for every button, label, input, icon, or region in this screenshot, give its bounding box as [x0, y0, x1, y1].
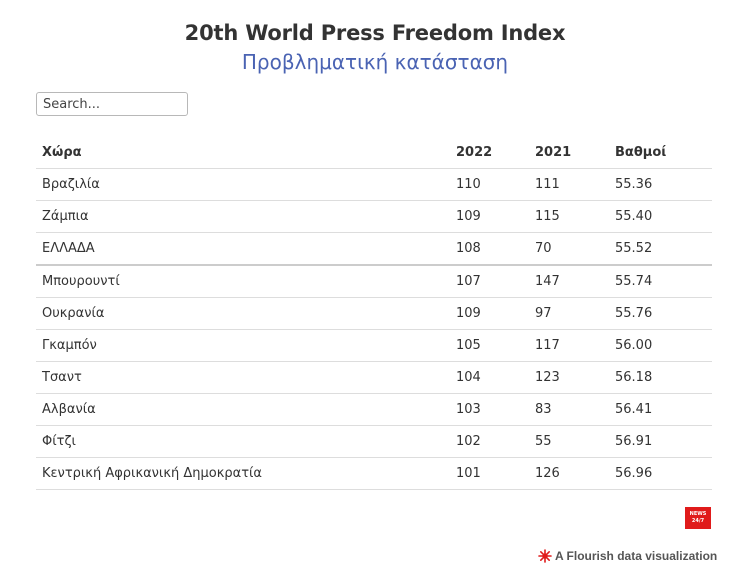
table-cell-score: 56.96: [609, 457, 712, 490]
table-cell-2021: 117: [529, 329, 609, 362]
table-cell-country: Μπουρουντί: [36, 265, 450, 298]
table-cell-2022: 108: [450, 232, 529, 266]
table-cell-2021: 70: [529, 232, 609, 266]
news247-logo: NEWS 24/7: [685, 507, 711, 529]
table-cell-2022: 104: [450, 361, 529, 394]
table-cell-2021: 115: [529, 200, 609, 233]
table-row: Φίτζι 102 55 56.91: [36, 425, 712, 458]
table-cell-2022: 110: [450, 168, 529, 201]
table-cell-score: 55.74: [609, 265, 712, 298]
table-row: Τσαντ 104 123 56.18: [36, 361, 712, 394]
table-cell-country: Γκαμπόν: [36, 329, 450, 362]
search-input[interactable]: [36, 92, 188, 116]
table-cell-country: Ουκρανία: [36, 297, 450, 330]
header: 20th World Press Freedom Index Προβληματ…: [0, 18, 750, 76]
table-cell-score: 56.00: [609, 329, 712, 362]
flourish-icon: [538, 549, 552, 563]
table-cell-score: 56.18: [609, 361, 712, 394]
table-cell-2022: 107: [450, 265, 529, 298]
table-cell-country: Κεντρική Αφρικανική Δημοκρατία: [36, 457, 450, 490]
table-cell-2022: 103: [450, 393, 529, 426]
table-cell-2022: 101: [450, 457, 529, 490]
table-cell-country: Ζάμπια: [36, 200, 450, 233]
chart-subtitle: Προβληματική κατάσταση: [241, 50, 509, 74]
table-row: ΕΛΛΑΔΑ 108 70 55.52: [36, 232, 712, 266]
table-cell-2021: 97: [529, 297, 609, 330]
table-cell-score: 55.36: [609, 168, 712, 201]
table-cell-score: 56.41: [609, 393, 712, 426]
table-row: Αλβανία 103 83 56.41: [36, 393, 712, 426]
table-body: Βραζιλία 110 111 55.36 Ζάμπια 109 115 55.40 ΕΛΛΑ…: [36, 168, 712, 490]
table-cell-country: Αλβανία: [36, 393, 450, 426]
flourish-credit-text: A Flourish data visualization: [555, 549, 718, 563]
table-cell-2022: 109: [450, 200, 529, 233]
column-header-country[interactable]: Χώρα: [36, 136, 450, 169]
table-cell-2022: 105: [450, 329, 529, 362]
table-cell-2021: 123: [529, 361, 609, 394]
column-header-2022[interactable]: 2022: [450, 136, 529, 169]
data-table: Χώρα 2022 2021 Βαθμοί Βραζιλία 110 111 55.3…: [36, 136, 712, 490]
table-cell-country: ΕΛΛΑΔΑ: [36, 232, 450, 266]
table-cell-2021: 55: [529, 425, 609, 458]
table-cell-2021: 147: [529, 265, 609, 298]
table-row: Ουκρανία 109 97 55.76: [36, 297, 712, 330]
table-cell-score: 55.40: [609, 200, 712, 233]
table-cell-2021: 111: [529, 168, 609, 201]
table-cell-country: Φίτζι: [36, 425, 450, 458]
flourish-credit-link[interactable]: A Flourish data visualization: [538, 548, 717, 564]
column-header-2021[interactable]: 2021: [529, 136, 609, 169]
table-row: Βραζιλία 110 111 55.36: [36, 168, 712, 201]
table-cell-2021: 126: [529, 457, 609, 490]
table-cell-country: Τσαντ: [36, 361, 450, 394]
table-row: Ζάμπια 109 115 55.40: [36, 200, 712, 233]
table-cell-score: 55.76: [609, 297, 712, 330]
column-header-score[interactable]: Βαθμοί: [609, 136, 712, 169]
logo-text-line2: 24/7: [691, 518, 705, 524]
chart-title: 20th World Press Freedom Index: [184, 21, 566, 45]
table-cell-2022: 102: [450, 425, 529, 458]
table-cell-score: 55.52: [609, 232, 712, 266]
table-header-row: Χώρα 2022 2021 Βαθμοί: [36, 136, 712, 169]
table-row: Γκαμπόν 105 117 56.00: [36, 329, 712, 362]
table-cell-2021: 83: [529, 393, 609, 426]
table-row: Κεντρική Αφρικανική Δημοκρατία 101 126 56.9…: [36, 457, 712, 490]
logo-text-line1: NEWS: [689, 511, 707, 517]
table-cell-2022: 109: [450, 297, 529, 330]
table-row: Μπουρουντί 107 147 55.74: [36, 265, 712, 298]
table-cell-score: 56.91: [609, 425, 712, 458]
table-cell-country: Βραζιλία: [36, 168, 450, 201]
